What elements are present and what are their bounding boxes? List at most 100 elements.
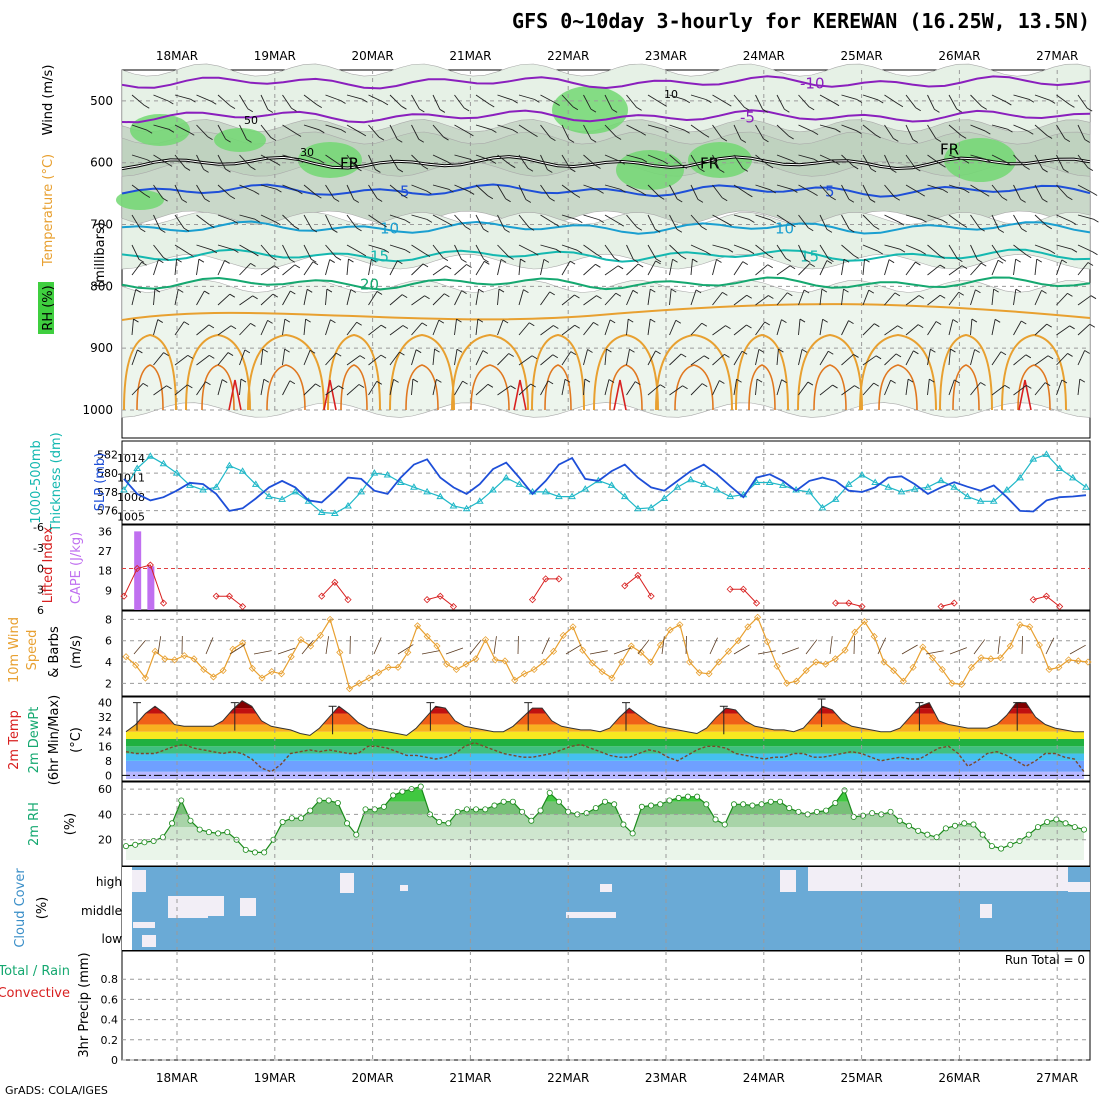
wind-barb <box>805 259 811 263</box>
wind-barb <box>325 636 329 655</box>
wind-speed-marker <box>686 658 694 666</box>
wind-barb <box>217 94 231 106</box>
wind-barb <box>991 244 1002 259</box>
wind-speed-marker <box>880 658 888 666</box>
wind-barb <box>275 221 281 226</box>
wind-barb <box>189 131 195 136</box>
wind-barb <box>273 265 280 270</box>
rh-marker <box>703 801 710 808</box>
wind-barb <box>154 288 161 293</box>
wind-barb <box>712 244 729 250</box>
wind-barb <box>792 189 798 193</box>
wind-barb <box>620 188 626 193</box>
lifted-index-line <box>123 564 164 604</box>
wind-barb <box>584 378 591 383</box>
wind-barb <box>583 94 592 110</box>
wind-barb <box>456 318 462 323</box>
wind-barb <box>1044 382 1051 387</box>
wind-barb <box>487 195 494 200</box>
wind-barb <box>807 381 814 386</box>
rh-marker <box>196 826 203 833</box>
wind-barb <box>561 214 578 221</box>
wind-speed-marker <box>938 665 946 674</box>
lifted-index-line <box>532 578 559 600</box>
thickness-marker <box>1003 486 1011 493</box>
thickness-marker <box>1042 450 1051 457</box>
thickness-marker <box>238 467 247 474</box>
wind-barb <box>263 378 270 383</box>
wind-barb <box>401 294 408 298</box>
wind-barb <box>561 94 574 108</box>
rh-marker <box>288 815 295 822</box>
wind-barb <box>518 259 521 276</box>
wind-barb <box>411 94 420 110</box>
wind-barb <box>174 124 190 133</box>
wind-barb <box>239 323 251 336</box>
thickness-marker <box>634 504 642 512</box>
thickness-marker <box>1055 464 1064 471</box>
wind-barb <box>590 108 597 113</box>
wind-barb <box>549 197 555 202</box>
wind-barb <box>660 384 666 389</box>
wind-barb <box>1064 138 1071 143</box>
wind-barb <box>830 196 836 201</box>
wind-barb <box>482 350 489 354</box>
wind-barb <box>131 383 144 396</box>
wind-barb <box>1013 94 1030 100</box>
wind-barb <box>325 154 339 165</box>
wind-barb <box>547 169 553 173</box>
wind-barb <box>606 348 612 353</box>
rh-marker <box>712 816 719 823</box>
temp-tick: 24 <box>98 726 112 739</box>
wind-barb <box>733 154 744 169</box>
wind-barb <box>669 154 683 166</box>
wind-barb <box>325 124 341 130</box>
panel-frame <box>121 610 1091 697</box>
wind-barb <box>980 382 986 386</box>
precip-tick: 0.8 <box>101 973 119 986</box>
wind-barb <box>432 293 445 306</box>
wind-barb <box>141 261 147 266</box>
wind-barb <box>303 350 311 366</box>
wind-speed-marker <box>1006 642 1014 650</box>
wind-barb <box>888 259 895 264</box>
wind-barb <box>741 350 748 355</box>
isotherm-label: 5 <box>825 183 835 201</box>
wind-barb <box>853 635 855 655</box>
wind-barb <box>1021 228 1027 233</box>
wind-barb <box>1034 124 1048 136</box>
wind-barb <box>346 214 357 229</box>
thickness-marker <box>897 487 906 495</box>
wind-barb <box>819 214 828 230</box>
wind-barb <box>970 244 978 260</box>
wind-barb <box>819 184 832 198</box>
wind-barb <box>240 378 247 383</box>
wind-barb <box>422 263 429 268</box>
wind-barb <box>205 637 214 655</box>
wind-barb <box>497 385 511 396</box>
temp-band <box>126 746 1084 754</box>
thickness-marker <box>673 483 682 490</box>
wind-speed-marker <box>841 646 849 654</box>
wind-barb <box>948 244 958 259</box>
wind-barb <box>655 260 661 265</box>
lifted-index-marker <box>423 596 431 604</box>
rh-marker <box>362 806 369 813</box>
wind-barb <box>445 647 464 655</box>
wind-speed-marker <box>860 617 869 626</box>
wind-barb <box>402 194 408 199</box>
wind-barb <box>626 263 639 276</box>
wind-barb <box>217 379 223 396</box>
cloud-clear-area <box>566 912 616 918</box>
wind-barb <box>954 379 960 384</box>
wind-barb <box>217 214 234 221</box>
wind-barb <box>781 379 787 384</box>
wind-speed-marker <box>647 658 655 666</box>
wind-barb <box>626 184 642 193</box>
rh-marker <box>629 830 636 837</box>
wind-barb <box>608 379 615 383</box>
rh-marker <box>657 801 664 808</box>
wind-barb <box>726 102 732 107</box>
wind-barb <box>1013 124 1029 132</box>
wind-barb <box>239 263 251 276</box>
